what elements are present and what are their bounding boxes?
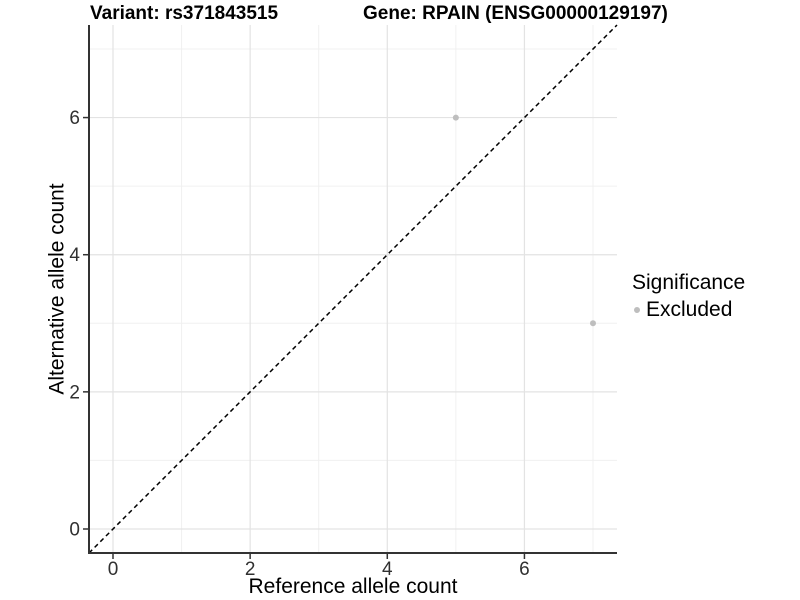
legend-item-excluded: Excluded xyxy=(632,297,745,322)
x-tick-label: 0 xyxy=(108,559,119,580)
x-tick-label: 6 xyxy=(519,559,530,580)
identity-line xyxy=(88,24,618,554)
legend-item-label: Excluded xyxy=(646,298,733,322)
data-point xyxy=(590,320,596,327)
legend: Significance Excluded xyxy=(632,270,745,322)
y-tick-label: 2 xyxy=(69,382,80,403)
y-tick-label: 6 xyxy=(69,108,80,129)
variant-title: Variant: rs371843515 xyxy=(90,3,279,24)
legend-title: Significance xyxy=(632,271,746,294)
y-tick-label: 4 xyxy=(69,245,80,266)
data-point xyxy=(452,114,459,121)
axis-lines xyxy=(88,25,617,554)
x-tick-label: 2 xyxy=(245,559,256,580)
gene-title: Gene: RPAIN (ENSG00000129197) xyxy=(363,3,668,24)
y-axis-label: Alternative allele count xyxy=(45,183,69,395)
y-tick-label: 0 xyxy=(69,520,80,541)
legend-point-icon xyxy=(634,306,640,313)
x-axis-label: Reference allele count xyxy=(248,575,458,598)
x-tick-label: 4 xyxy=(382,559,393,580)
